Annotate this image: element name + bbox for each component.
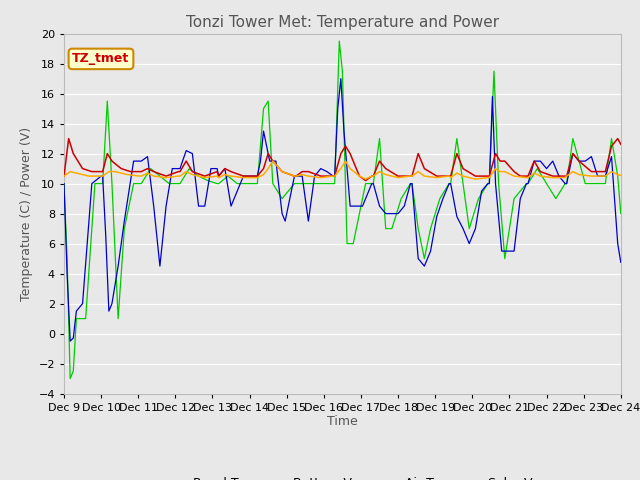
Text: TZ_tmet: TZ_tmet: [72, 52, 130, 65]
X-axis label: Time: Time: [327, 415, 358, 429]
Legend: Panel T, Battery V, Air T, Solar V: Panel T, Battery V, Air T, Solar V: [147, 472, 538, 480]
Title: Tonzi Tower Met: Temperature and Power: Tonzi Tower Met: Temperature and Power: [186, 15, 499, 30]
Y-axis label: Temperature (C) / Power (V): Temperature (C) / Power (V): [20, 127, 33, 300]
